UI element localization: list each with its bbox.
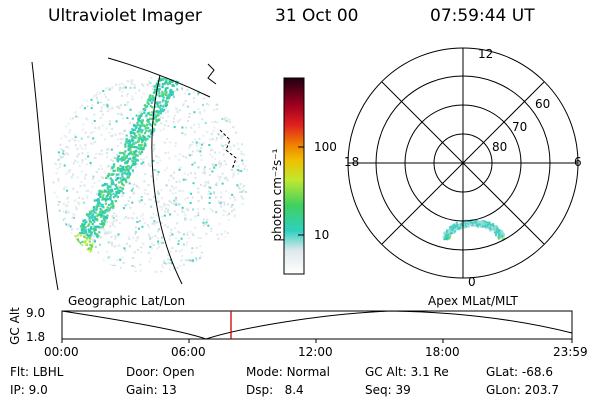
glon-key: GLon: (486, 383, 521, 397)
flt-key: Flt: (10, 365, 29, 379)
altitude-curve (61, 310, 573, 340)
gcalt-value: 3.1 Re (410, 365, 449, 379)
colorbar-gradient (283, 77, 305, 275)
mode-key: Mode: (246, 365, 283, 379)
mlat-label-80: 80 (492, 140, 508, 154)
date-readout: 31 Oct 00 (275, 6, 359, 26)
colorbar-tick-10: 10 (314, 228, 330, 242)
xtick-2359: 23:59 (553, 345, 588, 359)
glon-value: 203.7 (524, 383, 559, 397)
status-col-door: Door: Open Gain: 13 (126, 363, 195, 399)
status-col-alt: GC Alt: 3.1 Re Seq: 39 (365, 363, 449, 399)
mlt-label-0: 0 (468, 275, 476, 289)
xtick-0600: 06:00 (171, 345, 206, 359)
plot-frame (61, 310, 573, 340)
app-title: Ultraviolet Imager (48, 6, 202, 26)
flt-value: LBHL (32, 365, 64, 379)
glat-key: GLat: (486, 365, 519, 379)
mode-value: Normal (286, 365, 330, 379)
apex-panel-label: Apex MLat/MLT (428, 294, 518, 308)
altitude-ytick-low: 1.8 (26, 330, 46, 344)
seq-value: 39 (395, 383, 411, 397)
mlt-label-12: 12 (478, 47, 494, 61)
ip-value: 9.0 (28, 383, 48, 397)
colorbar (283, 77, 305, 275)
door-value: Open (162, 365, 195, 379)
status-col-mode: Mode: Normal Dsp: 8.4 (246, 363, 330, 399)
mlat-label-60: 60 (535, 97, 551, 111)
status-col-filter: Flt: LBHL IP: 9.0 (10, 363, 63, 399)
xtick-1800: 18:00 (425, 345, 460, 359)
seq-key: Seq: (365, 383, 392, 397)
geo-panel-label: Geographic Lat/Lon (68, 294, 186, 308)
time-readout: 07:59:44 UT (430, 6, 535, 26)
dsp-value: 8.4 (284, 383, 304, 397)
status-col-geo: GLat: -68.6 GLon: 203.7 (486, 363, 559, 399)
gcalt-key: GC Alt: (365, 365, 407, 379)
dsp-key: Dsp: (246, 383, 274, 397)
glat-value: -68.6 (521, 365, 553, 379)
altitude-ytick-high: 9.0 (26, 306, 46, 320)
colorbar-tick-100: 100 (314, 140, 337, 154)
xtick-1200: 12:00 (298, 345, 333, 359)
xtick-0000: 00:00 (44, 345, 79, 359)
door-key: Door: (126, 365, 159, 379)
ip-key: IP: (10, 383, 25, 397)
gain-key: Gain: (126, 383, 158, 397)
mlt-label-18: 18 (344, 155, 360, 169)
mlt-label-6: 6 (574, 155, 582, 169)
mlat-label-70: 70 (512, 120, 528, 134)
gain-value: 13 (161, 383, 177, 397)
altitude-plot-ylabel: GC Alt (7, 307, 22, 345)
